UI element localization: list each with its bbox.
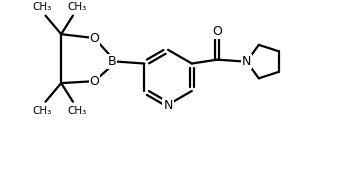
Text: CH₃: CH₃ [67,106,87,116]
Text: CH₃: CH₃ [32,106,51,116]
Text: O: O [212,25,222,38]
Text: N: N [242,55,251,68]
Text: B: B [108,55,116,68]
Text: CH₃: CH₃ [67,2,87,12]
Text: O: O [89,32,99,45]
Text: O: O [89,75,99,88]
Text: N: N [164,99,173,112]
Text: CH₃: CH₃ [32,2,51,12]
